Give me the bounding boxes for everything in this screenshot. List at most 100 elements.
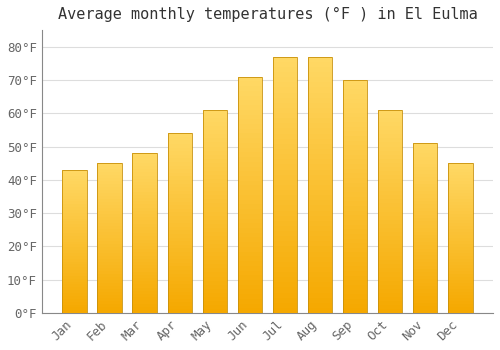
Bar — [413, 269, 438, 272]
Bar — [132, 195, 157, 198]
Bar — [448, 232, 472, 235]
Bar — [238, 77, 262, 313]
Bar — [343, 80, 367, 313]
Bar — [238, 91, 262, 96]
Bar — [343, 94, 367, 99]
Bar — [168, 180, 192, 184]
Bar — [308, 123, 332, 128]
Bar — [272, 298, 297, 303]
Bar — [238, 114, 262, 119]
Bar — [378, 211, 402, 216]
Bar — [202, 252, 227, 256]
Bar — [448, 235, 472, 238]
Bar — [98, 283, 122, 286]
Bar — [202, 175, 227, 179]
Bar — [413, 238, 438, 242]
Bar — [448, 283, 472, 286]
Bar — [413, 232, 438, 235]
Bar — [308, 154, 332, 159]
Bar — [272, 103, 297, 108]
Bar — [132, 192, 157, 195]
Bar — [168, 133, 192, 313]
Bar — [343, 294, 367, 299]
Bar — [238, 223, 262, 228]
Bar — [98, 295, 122, 298]
Bar — [272, 287, 297, 293]
Bar — [98, 244, 122, 247]
Bar — [98, 163, 122, 166]
Bar — [132, 179, 157, 182]
Bar — [343, 299, 367, 304]
Bar — [448, 280, 472, 283]
Bar — [168, 173, 192, 176]
Bar — [168, 191, 192, 194]
Bar — [98, 256, 122, 259]
Bar — [238, 247, 262, 252]
Bar — [168, 187, 192, 191]
Bar — [413, 150, 438, 153]
Bar — [308, 139, 332, 144]
Bar — [202, 293, 227, 297]
Bar — [132, 224, 157, 227]
Bar — [272, 149, 297, 154]
Bar — [378, 228, 402, 232]
Bar — [132, 153, 157, 313]
Bar — [448, 292, 472, 295]
Bar — [343, 197, 367, 201]
Bar — [62, 259, 87, 261]
Bar — [238, 181, 262, 186]
Bar — [202, 126, 227, 130]
Bar — [308, 221, 332, 226]
Bar — [202, 224, 227, 228]
Bar — [343, 308, 367, 313]
Bar — [202, 171, 227, 175]
Bar — [378, 110, 402, 114]
Bar — [202, 276, 227, 281]
Bar — [448, 175, 472, 178]
Bar — [448, 205, 472, 208]
Bar — [343, 145, 367, 150]
Bar — [413, 279, 438, 282]
Bar — [272, 226, 297, 231]
Bar — [98, 169, 122, 172]
Bar — [413, 204, 438, 208]
Bar — [448, 304, 472, 307]
Bar — [238, 209, 262, 214]
Bar — [98, 190, 122, 193]
Bar — [238, 157, 262, 162]
Bar — [272, 144, 297, 149]
Bar — [62, 282, 87, 285]
Bar — [272, 282, 297, 287]
Bar — [62, 207, 87, 210]
Bar — [98, 187, 122, 190]
Bar — [343, 117, 367, 122]
Bar — [168, 277, 192, 281]
Bar — [378, 159, 402, 163]
Bar — [308, 241, 332, 246]
Bar — [168, 248, 192, 252]
Bar — [132, 259, 157, 262]
Bar — [308, 262, 332, 267]
Bar — [238, 186, 262, 190]
Bar — [343, 85, 367, 89]
Bar — [272, 128, 297, 134]
Bar — [62, 236, 87, 239]
Bar — [272, 77, 297, 82]
Bar — [168, 306, 192, 309]
Bar — [448, 217, 472, 220]
Bar — [98, 166, 122, 169]
Bar — [448, 247, 472, 250]
Bar — [378, 134, 402, 138]
Bar — [308, 134, 332, 139]
Bar — [308, 144, 332, 149]
Bar — [343, 80, 367, 85]
Bar — [98, 178, 122, 181]
Bar — [98, 193, 122, 196]
Bar — [308, 195, 332, 200]
Bar — [202, 240, 227, 244]
Bar — [202, 118, 227, 122]
Bar — [238, 280, 262, 285]
Bar — [378, 272, 402, 276]
Bar — [448, 211, 472, 214]
Bar — [98, 247, 122, 250]
